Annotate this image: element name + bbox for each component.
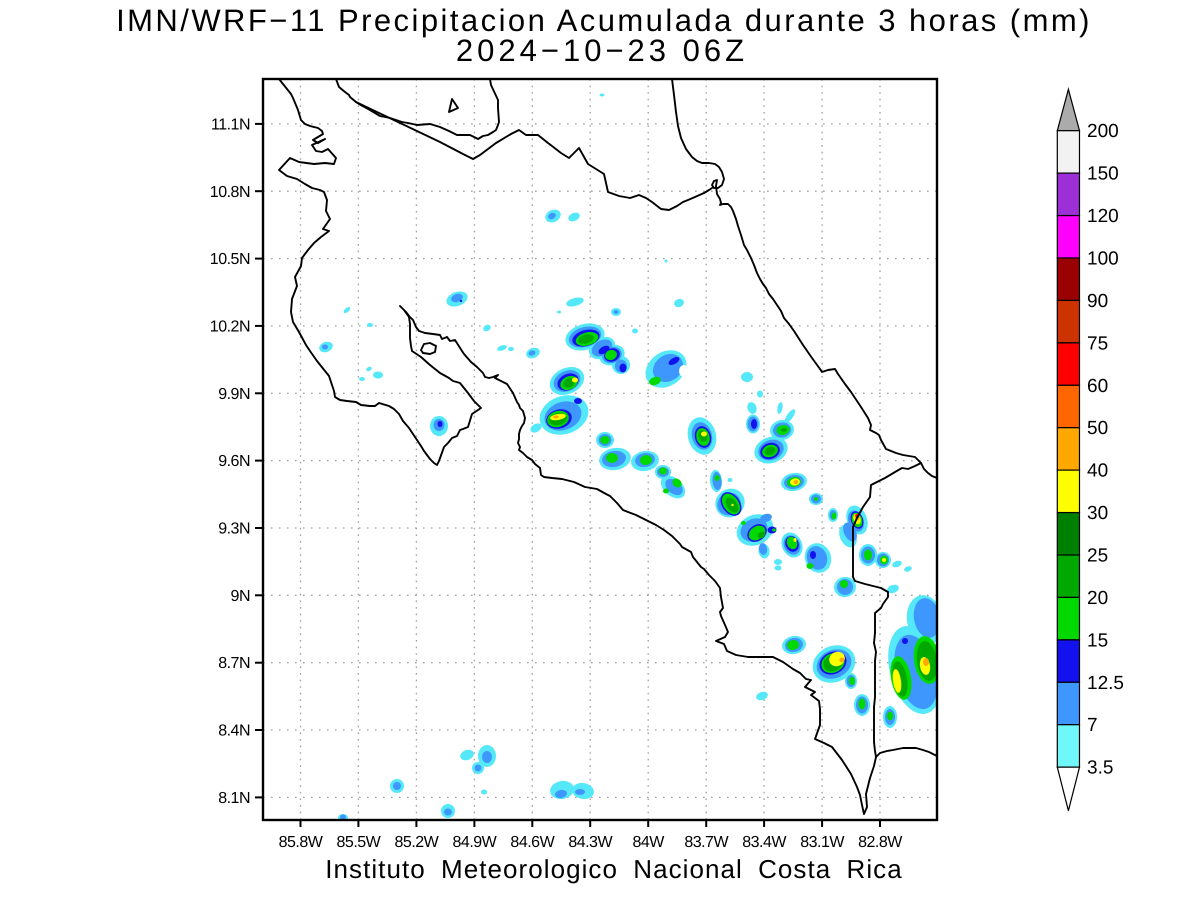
svg-text:8.1N: 8.1N — [218, 790, 250, 807]
svg-text:90: 90 — [1087, 291, 1108, 312]
svg-text:85.8W: 85.8W — [279, 834, 324, 851]
svg-text:75: 75 — [1087, 333, 1108, 354]
svg-text:83.1W: 83.1W — [800, 834, 845, 851]
svg-text:8.4N: 8.4N — [218, 723, 250, 740]
svg-text:200: 200 — [1087, 121, 1119, 142]
svg-text:84.9W: 84.9W — [453, 834, 498, 851]
svg-text:2024−10−23 06Z: 2024−10−23 06Z — [456, 33, 748, 68]
svg-text:8.7N: 8.7N — [218, 655, 250, 672]
svg-text:85.2W: 85.2W — [395, 834, 440, 851]
svg-text:7: 7 — [1087, 715, 1098, 736]
svg-text:85.5W: 85.5W — [337, 834, 382, 851]
svg-text:84.3W: 84.3W — [568, 834, 613, 851]
svg-text:82.8W: 82.8W — [858, 834, 903, 851]
svg-text:10.8N: 10.8N — [210, 184, 250, 201]
svg-text:30: 30 — [1087, 503, 1108, 524]
svg-text:50: 50 — [1087, 418, 1108, 439]
svg-text:25: 25 — [1087, 546, 1108, 567]
svg-text:Instituto Meteorologico Nacion: Instituto Meteorologico Nacional Costa R… — [325, 854, 903, 884]
svg-text:9.9N: 9.9N — [218, 386, 250, 403]
svg-text:9.6N: 9.6N — [218, 453, 250, 470]
svg-text:83.7W: 83.7W — [684, 834, 729, 851]
svg-text:120: 120 — [1087, 206, 1119, 227]
svg-text:9N: 9N — [231, 588, 250, 605]
svg-text:84W: 84W — [632, 834, 665, 851]
svg-text:12.5: 12.5 — [1087, 673, 1124, 694]
svg-text:3.5: 3.5 — [1087, 758, 1113, 779]
svg-text:11.1N: 11.1N — [211, 116, 250, 133]
svg-text:20: 20 — [1087, 588, 1108, 609]
svg-text:84.6W: 84.6W — [510, 834, 555, 851]
svg-text:150: 150 — [1087, 164, 1119, 185]
svg-text:9.3N: 9.3N — [218, 521, 250, 538]
svg-text:40: 40 — [1087, 461, 1108, 482]
svg-text:83.4W: 83.4W — [742, 834, 787, 851]
svg-text:10.5N: 10.5N — [210, 251, 250, 268]
svg-text:IMN/WRF−11 Precipitacion Acumu: IMN/WRF−11 Precipitacion Acumulada duran… — [116, 3, 1092, 38]
svg-text:10.2N: 10.2N — [210, 318, 250, 335]
svg-text:60: 60 — [1087, 376, 1108, 397]
svg-text:100: 100 — [1087, 249, 1119, 270]
svg-text:15: 15 — [1087, 630, 1108, 651]
